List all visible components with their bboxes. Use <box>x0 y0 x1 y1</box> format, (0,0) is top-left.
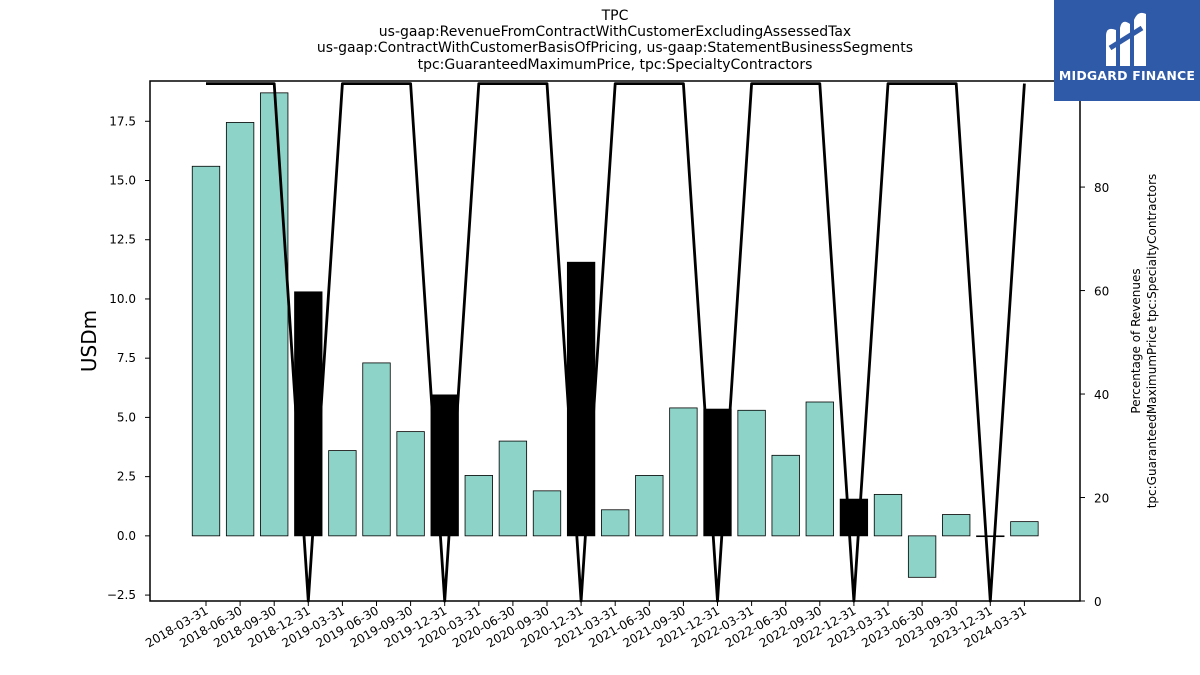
bar-2018-03-31 <box>191 165 221 537</box>
bar-2021-06-30 <box>635 475 664 537</box>
y-tick-label: 15.0 <box>109 173 136 187</box>
y-tick-label: 10.0 <box>109 292 136 306</box>
x-axis: 2018-03-312018-06-302018-09-302018-12-31… <box>143 601 1029 650</box>
y-axis-right: 020406080100 <box>1080 78 1117 609</box>
chart-title-line-3: us-gaap:ContractWithCustomerBasisOfPrici… <box>317 40 913 56</box>
bar-2023-12-31 <box>976 535 1005 538</box>
bar-2018-12-31 <box>294 291 323 537</box>
bar-2018-09-30 <box>260 92 289 537</box>
bar-2019-09-30 <box>396 431 425 537</box>
line-series <box>206 82 1026 603</box>
bar-series <box>191 92 1039 578</box>
y-tick-label: 5.0 <box>117 410 136 424</box>
y2-tick-label: 0 <box>1094 595 1102 609</box>
y-tick-label: 12.5 <box>109 233 136 247</box>
brand-logo: MIDGARD FINANCE <box>1054 0 1200 101</box>
bar-2022-12-31 <box>839 498 869 537</box>
bar-2020-09-30 <box>532 490 562 537</box>
bar-2022-06-30 <box>771 454 800 537</box>
y-tick-label: 17.5 <box>109 114 136 128</box>
chart-title-line-4: tpc:GuaranteedMaximumPrice, tpc:Specialt… <box>418 57 813 73</box>
y-tick-label: −2.5 <box>107 588 136 602</box>
bar-2021-03-31 <box>601 509 630 537</box>
y2-axis-label-line-1: Percentage of Revenues <box>1129 268 1143 413</box>
bar-2020-06-30 <box>498 440 528 537</box>
bar-2021-09-30 <box>669 407 698 537</box>
bar-2024-03-31 <box>1010 521 1039 537</box>
logo-text: MIDGARD FINANCE <box>1058 68 1196 83</box>
bar-2020-03-31 <box>464 475 493 537</box>
y-tick-label: 7.5 <box>117 351 136 365</box>
bar-2023-06-30 <box>907 535 937 578</box>
bar-2020-12-31 <box>566 261 596 537</box>
y-tick-label: 2.5 <box>117 470 136 484</box>
chart-title-line-1: TPC <box>601 8 629 24</box>
y-axis-left: −2.5 0.0 2.5 5.0 7.5 10.0 12.5 15.0 17.5 <box>107 114 150 602</box>
y2-axis-label-line-2: tpc:GuaranteedMaximumPrice tpc:Specialty… <box>1145 174 1159 509</box>
chart-title-line-2: us-gaap:RevenueFromContractWithCustomerE… <box>379 24 851 40</box>
y2-tick-label: 40 <box>1094 388 1109 402</box>
bar-2019-06-30 <box>362 362 391 537</box>
bar-2019-03-31 <box>328 450 357 537</box>
bar-2022-03-31 <box>737 409 766 537</box>
y-tick-label: 0.0 <box>117 529 136 543</box>
bar-2023-09-30 <box>942 514 971 537</box>
chart-title: TPC us-gaap:RevenueFromContractWithCusto… <box>317 8 913 73</box>
bar-2023-03-31 <box>873 493 903 537</box>
y-axis-label: USDm <box>77 310 101 372</box>
y2-tick-label: 60 <box>1094 285 1109 299</box>
y2-tick-label: 80 <box>1094 181 1109 195</box>
y2-tick-label: 20 <box>1094 492 1109 506</box>
bar-2022-09-30 <box>805 401 834 537</box>
logo-mark-icon <box>1106 12 1146 66</box>
percentage-line <box>206 82 1026 603</box>
bar-2018-06-30 <box>225 122 255 537</box>
